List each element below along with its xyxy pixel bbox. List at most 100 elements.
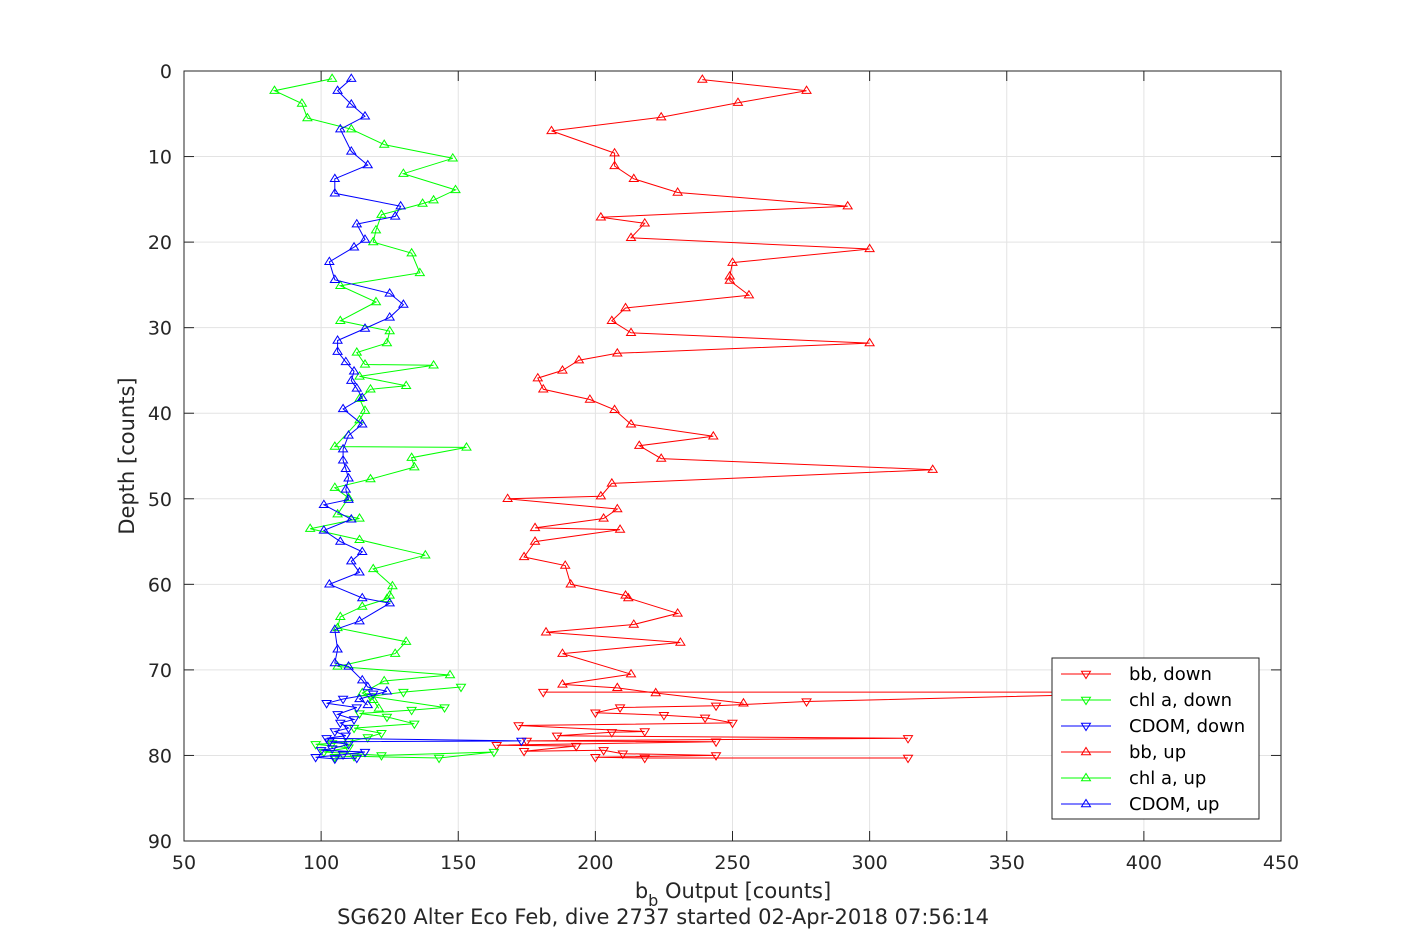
data-point xyxy=(329,173,341,182)
data-point xyxy=(384,597,396,607)
data-point xyxy=(359,748,371,758)
x-tick-label: 50 xyxy=(172,852,196,874)
data-point xyxy=(356,687,368,697)
data-point xyxy=(395,200,407,210)
series-line xyxy=(496,691,1194,759)
data-point xyxy=(348,716,360,725)
y-tick-label: 0 xyxy=(160,61,172,83)
data-point xyxy=(450,184,461,194)
data-point xyxy=(332,622,343,632)
data-point xyxy=(611,503,623,513)
data-point xyxy=(334,280,346,289)
series-cdom-down xyxy=(310,690,527,765)
data-point xyxy=(515,737,527,747)
data-point xyxy=(329,753,341,763)
data-point xyxy=(329,482,341,491)
data-point xyxy=(302,112,313,122)
data-series xyxy=(269,73,1199,765)
data-point xyxy=(532,372,544,382)
data-point xyxy=(370,224,382,234)
data-point xyxy=(439,704,450,713)
data-point xyxy=(326,740,338,749)
data-point xyxy=(367,236,379,246)
data-point xyxy=(354,615,365,625)
data-point xyxy=(609,147,620,157)
data-point xyxy=(304,523,316,532)
data-point xyxy=(381,593,393,603)
data-point xyxy=(354,414,365,424)
y-axis-label: Depth [counts] xyxy=(115,377,139,534)
data-point xyxy=(584,394,596,403)
data-point xyxy=(370,296,382,306)
legend-label: bb, up xyxy=(1129,742,1186,763)
data-point xyxy=(801,85,812,94)
data-point xyxy=(864,337,876,347)
data-point xyxy=(743,289,755,299)
data-point xyxy=(738,697,749,707)
data-point xyxy=(359,323,371,332)
data-point xyxy=(540,626,552,636)
legend-label: chl a, up xyxy=(1129,768,1206,789)
data-point xyxy=(354,370,365,380)
legend-marker xyxy=(1080,670,1092,680)
data-point xyxy=(625,418,637,428)
data-point xyxy=(329,728,341,737)
data-point xyxy=(365,473,376,483)
data-point xyxy=(348,241,360,251)
y-tick-label: 80 xyxy=(148,745,172,767)
data-point xyxy=(551,732,563,742)
data-point xyxy=(559,560,571,569)
data-point xyxy=(537,688,549,698)
data-point xyxy=(397,299,409,308)
data-point xyxy=(348,724,360,734)
data-point xyxy=(633,440,645,449)
series-chl-a-up xyxy=(269,73,472,712)
data-point xyxy=(724,270,736,280)
legend-entry: chl a, up xyxy=(1061,768,1206,789)
x-tick-label: 350 xyxy=(989,852,1025,874)
data-point xyxy=(864,243,876,253)
data-point xyxy=(356,674,368,684)
data-point xyxy=(326,745,338,755)
data-point xyxy=(332,346,343,355)
data-point xyxy=(650,687,662,697)
legend-marker xyxy=(1080,772,1092,782)
data-point xyxy=(628,173,640,182)
data-point xyxy=(337,454,349,464)
data-point xyxy=(343,741,354,750)
data-point xyxy=(639,217,651,227)
data-point xyxy=(345,123,357,133)
data-point xyxy=(365,383,376,393)
data-point xyxy=(343,661,354,670)
data-point xyxy=(842,200,854,210)
data-point xyxy=(565,578,577,588)
data-point xyxy=(332,711,343,720)
data-point xyxy=(433,754,445,764)
data-point xyxy=(381,337,393,347)
legend-entry: chl a, down xyxy=(1061,690,1232,711)
data-point xyxy=(381,685,393,695)
data-point xyxy=(518,747,530,757)
data-point xyxy=(710,752,722,761)
data-point xyxy=(354,566,365,576)
legend-box xyxy=(1051,657,1260,820)
data-point xyxy=(710,738,722,748)
data-point xyxy=(397,688,409,698)
data-point xyxy=(419,549,431,559)
data-point xyxy=(384,311,396,321)
data-point xyxy=(513,722,524,731)
data-point xyxy=(521,737,533,747)
x-tick-label: 300 xyxy=(851,852,887,874)
data-point xyxy=(318,499,330,508)
data-point xyxy=(408,461,420,471)
data-point xyxy=(389,211,401,220)
data-point xyxy=(595,490,607,500)
data-point xyxy=(639,754,651,764)
data-point xyxy=(378,139,390,148)
data-point xyxy=(343,492,354,502)
data-point xyxy=(378,675,390,685)
legend-entries: bb, down chl a, down CDOM, down bb, up chl a… xyxy=(1061,664,1245,815)
data-point xyxy=(337,751,349,761)
x-axis-label: bb Output [counts] xyxy=(635,879,831,910)
